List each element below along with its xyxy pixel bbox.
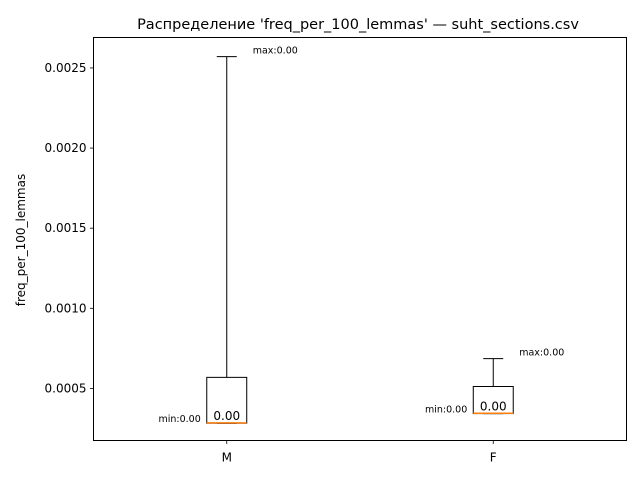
box-layer: 0.00 min:0.00 max:0.00 0.00 min:0.00 max:0.00: [158, 46, 564, 426]
max-label: max:0.00: [519, 348, 564, 359]
min-label: min:0.00: [425, 405, 467, 416]
y-tick-label: 0.0020: [45, 141, 87, 155]
min-label: min:0.00: [158, 414, 200, 425]
axes-frame: [93, 37, 627, 441]
median-label: 0.00: [480, 399, 507, 413]
y-tick-label: 0.0025: [45, 61, 87, 75]
y-axis-label: freq_per_100_lemmas: [14, 174, 28, 306]
box-group-m: 0.00 min:0.00 max:0.00: [158, 46, 297, 426]
x-tick-label: F: [490, 451, 497, 465]
max-label: max:0.00: [253, 46, 298, 57]
axes-layer: 0.0005 0.0010 0.0015 0.0020 0.0025 M F: [45, 61, 497, 465]
box-group-f: 0.00 min:0.00 max:0.00: [425, 348, 564, 416]
y-tick-label: 0.0010: [45, 301, 87, 315]
y-tick-label: 0.0015: [45, 221, 87, 235]
x-tick-label: M: [222, 451, 232, 465]
chart-title: Распределение 'freq_per_100_lemmas' — su…: [137, 17, 579, 33]
median-label: 0.00: [213, 409, 240, 423]
y-tick-label: 0.0005: [45, 381, 87, 395]
